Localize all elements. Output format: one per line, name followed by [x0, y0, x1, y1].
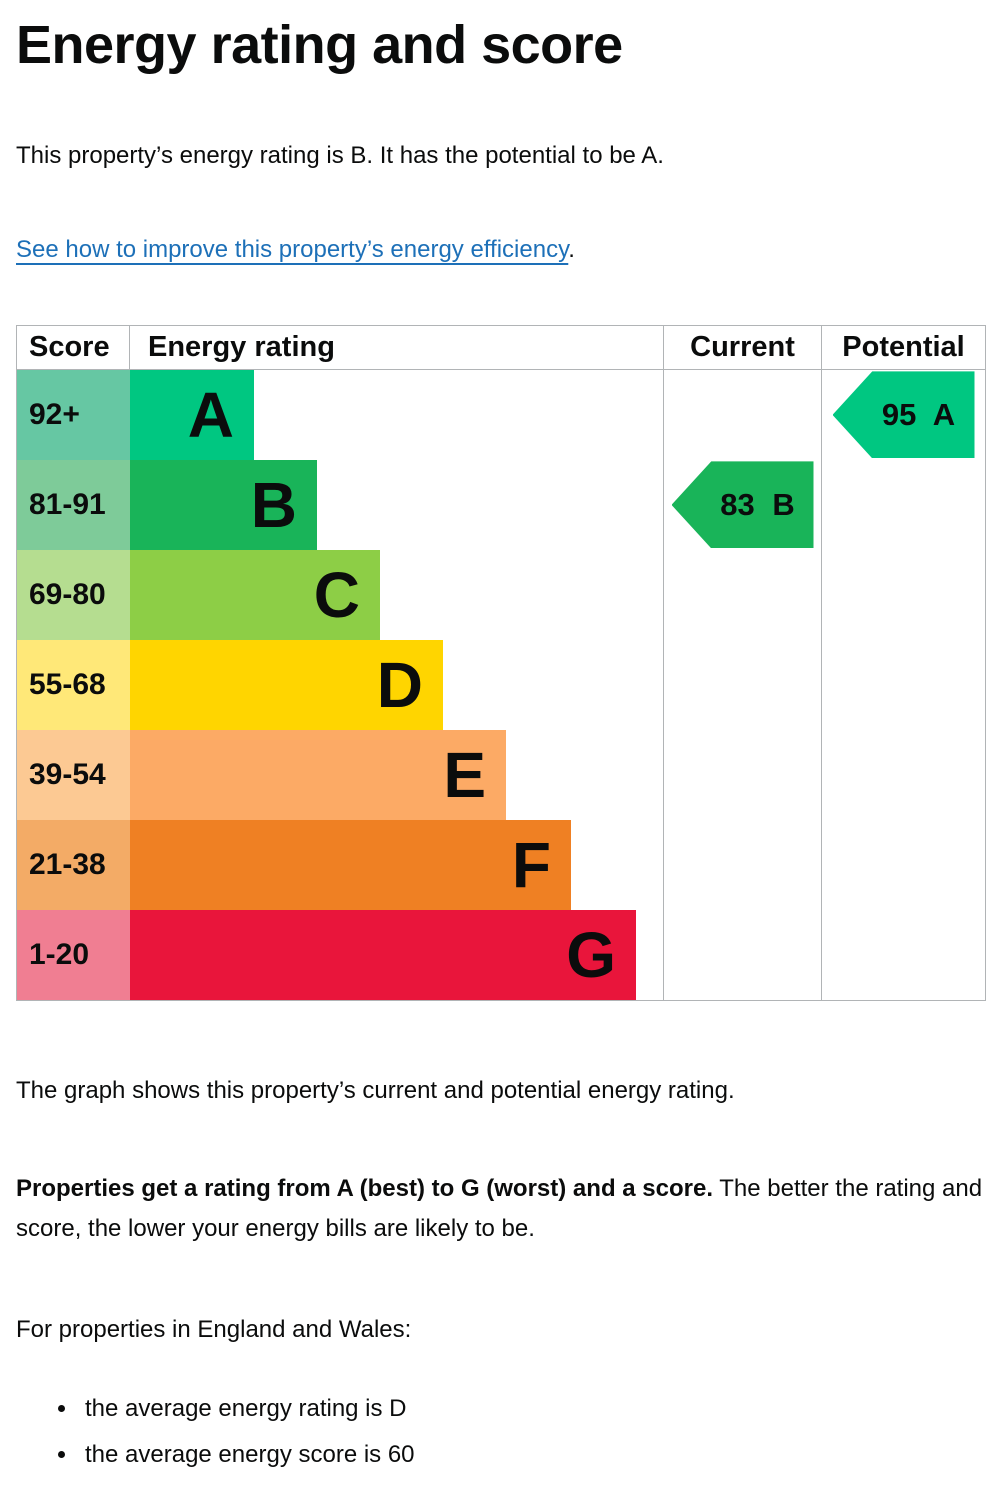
link-punctuation: . — [568, 236, 575, 264]
band-bar-a: A — [130, 369, 254, 460]
potential-column-cell-d — [821, 639, 985, 730]
bullet-average-score: the average energy score is 60 — [79, 1439, 984, 1470]
current-column-cell-f — [663, 819, 821, 910]
current-column-cell-d — [663, 639, 821, 730]
band-row-e: 39-54 E — [17, 729, 985, 820]
potential-column-cell-e — [821, 729, 985, 820]
bullet-average-rating: the average energy rating is D — [79, 1393, 984, 1424]
band-bar-track-e: E — [130, 729, 663, 820]
current-column-cell-e — [663, 729, 821, 820]
potential-rating-arrow: 95 A — [832, 371, 975, 459]
potential-column-cell-a: 95 A — [821, 369, 985, 460]
region-facts-list: the average energy rating is D the avera… — [16, 1393, 984, 1470]
band-bar-c: C — [130, 549, 380, 640]
region-heading: For properties in England and Wales: — [16, 1316, 412, 1344]
band-bar-track-a: A — [130, 369, 663, 460]
current-column-cell-c — [663, 549, 821, 640]
column-header-energy-rating: Energy rating — [148, 330, 335, 363]
band-row-c: 69-80 C — [17, 549, 985, 640]
intro-text: This property’s energy rating is B. It h… — [16, 142, 664, 170]
column-header-current: Current — [663, 325, 821, 369]
current-column-cell-a — [663, 369, 821, 460]
potential-column-cell-g — [821, 909, 985, 1000]
band-bar-track-f: F — [130, 819, 663, 910]
band-bar-g: G — [130, 909, 636, 1000]
current-rating-arrow: 83 B — [671, 461, 814, 549]
score-range-d: 55-68 — [17, 639, 130, 730]
rating-explainer: Properties get a rating from A (best) to… — [16, 1169, 984, 1248]
score-range-a: 92+ — [17, 369, 130, 460]
energy-rating-chart: Score Energy rating Current Potential 92… — [16, 324, 986, 1001]
score-range-g: 1-20 — [17, 909, 130, 1000]
band-rows: 92+ A 95 A 81-91 B 83 B 69-80 C 55-68 D 39-54 E 21-3… — [17, 369, 985, 1000]
chart-header-row: Score Energy rating Current Potential — [17, 325, 985, 370]
score-range-e: 39-54 — [17, 729, 130, 820]
graph-caption: The graph shows this property’s current … — [16, 1076, 735, 1104]
band-bar-track-c: C — [130, 549, 663, 640]
band-bar-f: F — [130, 819, 571, 910]
improve-efficiency-link[interactable]: See how to improve this property’s energ… — [16, 236, 569, 264]
page-title: Energy rating and score — [16, 15, 623, 75]
current-column-cell-g — [663, 909, 821, 1000]
potential-column-cell-c — [821, 549, 985, 640]
column-header-potential: Potential — [821, 325, 985, 369]
band-row-f: 21-38 F — [17, 819, 985, 910]
band-bar-e: E — [130, 729, 506, 820]
rating-explainer-bold: Properties get a rating from A (best) to… — [16, 1175, 713, 1203]
band-row-d: 55-68 D — [17, 639, 985, 730]
band-bar-d: D — [130, 639, 443, 730]
potential-column-cell-b — [821, 459, 985, 550]
band-row-a: 92+ A 95 A — [17, 369, 985, 460]
band-bar-track-b: B — [130, 459, 663, 550]
column-header-score: Score — [17, 325, 130, 369]
potential-column-cell-f — [821, 819, 985, 910]
band-row-g: 1-20 G — [17, 909, 985, 1000]
score-range-f: 21-38 — [17, 819, 130, 910]
band-bar-b: B — [130, 459, 317, 550]
band-bar-track-g: G — [130, 909, 663, 1000]
band-bar-track-d: D — [130, 639, 663, 730]
current-column-cell-b: 83 B — [663, 459, 821, 550]
improve-link-line: See how to improve this property’s energ… — [16, 234, 984, 266]
rating-explainer-rest: The better the rating and score, the low… — [16, 1175, 983, 1242]
band-row-b: 81-91 B 83 B — [17, 459, 985, 550]
score-range-c: 69-80 — [17, 549, 130, 640]
score-range-b: 81-91 — [17, 459, 130, 550]
